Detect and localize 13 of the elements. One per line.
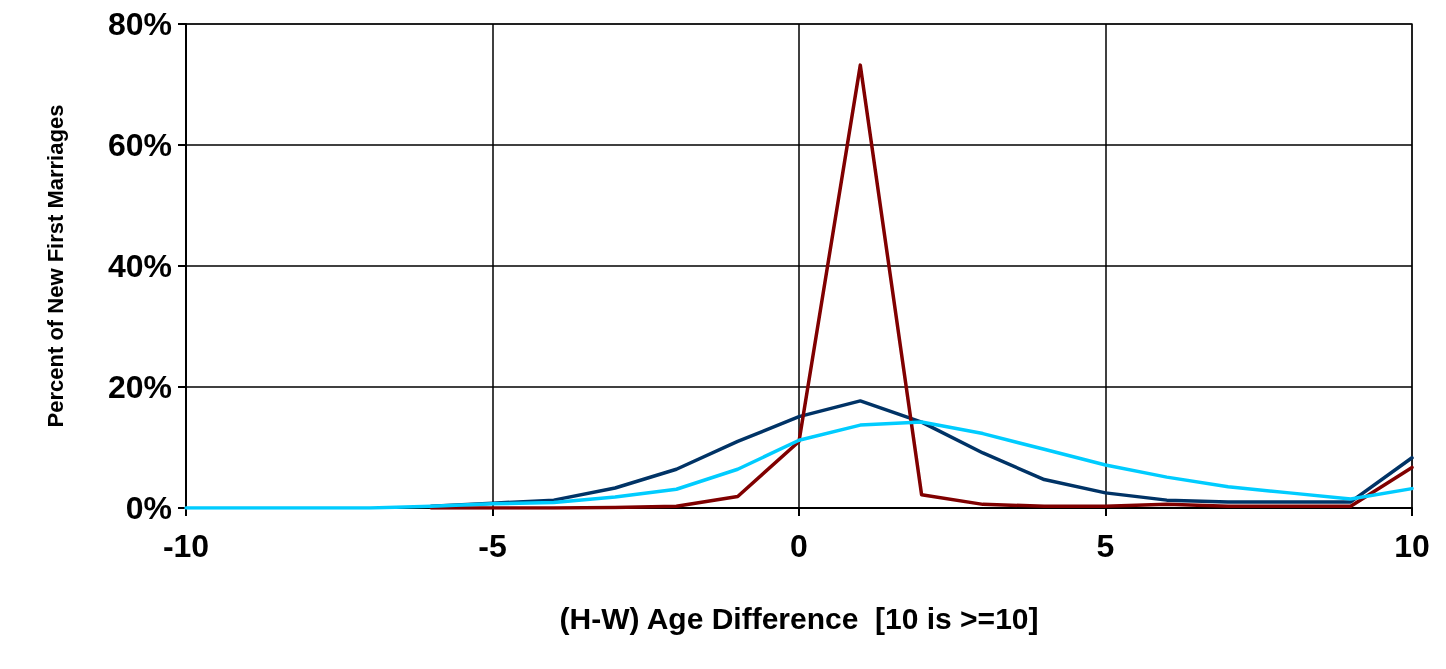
x-axis-title: (H-W) Age Difference [10 is >=10] <box>559 601 1039 635</box>
x-tick-label: 10 <box>1394 528 1430 564</box>
x-tick-label: -5 <box>478 528 507 564</box>
y-tick-label: 60% <box>107 127 172 163</box>
y-tick-label: 40% <box>107 248 172 284</box>
x-tick-label: 5 <box>1096 528 1115 564</box>
y-axis-title: Percent of New First Marriages <box>42 104 68 428</box>
line-series <box>429 63 1414 510</box>
y-tick-label: 20% <box>107 369 172 405</box>
x-tick-label: -10 <box>162 528 210 564</box>
y-tick-label: 0% <box>125 490 172 526</box>
x-tick-label: 0 <box>790 528 808 564</box>
y-tick-label: 80% <box>107 6 172 42</box>
